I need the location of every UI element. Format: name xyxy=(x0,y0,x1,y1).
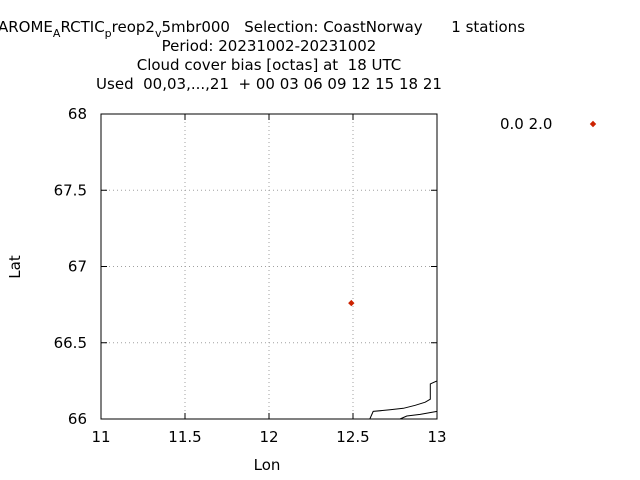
title-line-3: Cloud cover bias [octas] at 18 UTC xyxy=(137,56,402,74)
title-part-rest: 5mbr000 Selection: CoastNorway 1 station… xyxy=(161,18,525,36)
title-sub-v: v xyxy=(155,27,162,40)
legend-label: 0.0 2.0 xyxy=(500,115,552,133)
title-line-2: Period: 20231002-20231002 xyxy=(162,37,377,55)
legend: 0.0 2.0 xyxy=(500,115,597,133)
y-tick-label: 66 xyxy=(68,410,87,428)
x-tick-label: 13 xyxy=(427,428,446,446)
title-line-4: Used 00,03,...,21 + 00 03 06 09 12 15 18… xyxy=(96,75,442,93)
title-part-reop2: reop2 xyxy=(112,18,155,36)
x-axis-label: Lon xyxy=(254,456,281,474)
legend-marker xyxy=(589,120,597,128)
x-tick-labels: 11 11.5 12 12.5 13 xyxy=(91,428,446,446)
y-tick-label: 67.5 xyxy=(54,181,87,199)
x-tick-label: 11 xyxy=(91,428,110,446)
y-axis-label: Lat xyxy=(6,255,24,279)
x-tick-label: 11.5 xyxy=(168,428,201,446)
y-tick-label: 66.5 xyxy=(54,334,87,352)
x-tick-label: 12 xyxy=(259,428,278,446)
legend-marker-diamond xyxy=(589,120,597,128)
coastline xyxy=(369,380,438,420)
title-sub-p: p xyxy=(105,27,112,40)
data-points xyxy=(348,299,355,307)
title-line-1: AROMEARCTICpreop2v5mbr000 Selection: Coa… xyxy=(0,18,525,40)
coastline-segment xyxy=(399,410,438,420)
chart-title: AROMEARCTICpreop2v5mbr000 Selection: Coa… xyxy=(0,18,525,93)
axis-ticks xyxy=(100,113,438,420)
grid-lines xyxy=(101,114,437,419)
x-tick-label: 12.5 xyxy=(336,428,369,446)
y-tick-label: 67 xyxy=(68,258,87,276)
data-point xyxy=(348,299,355,307)
y-tick-label: 68 xyxy=(68,105,87,123)
title-sub-a: A xyxy=(53,27,61,40)
coastline-segment xyxy=(369,380,438,420)
title-part-rctic: RCTIC xyxy=(60,18,104,36)
y-tick-labels: 66 66.5 67 67.5 68 xyxy=(54,105,87,428)
title-part-arome: AROME xyxy=(0,18,53,36)
